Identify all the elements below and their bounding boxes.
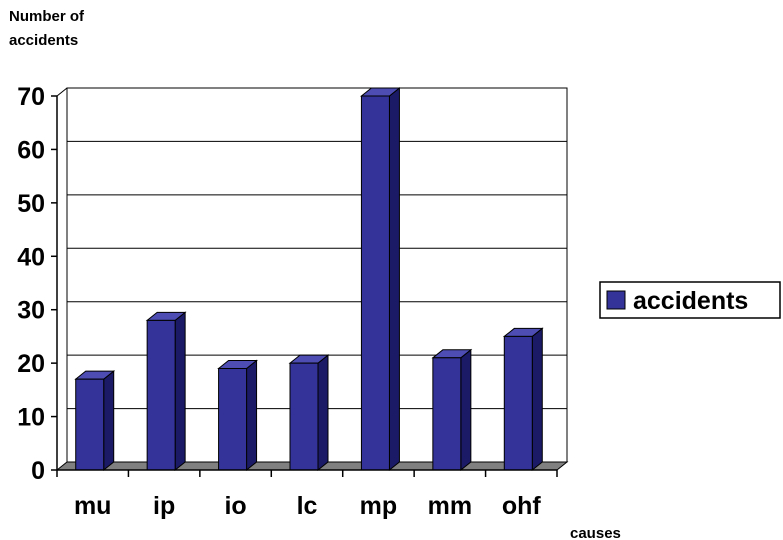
bar-lc bbox=[288, 354, 330, 472]
bar-mp bbox=[360, 86, 401, 472]
y-tick-label: 0 bbox=[31, 457, 45, 485]
y-tick-labels: 0 10 20 30 40 50 60 70 bbox=[17, 83, 45, 485]
bar-side bbox=[460, 348, 472, 472]
y-tick-label: 60 bbox=[17, 136, 45, 164]
bar-side bbox=[246, 359, 258, 472]
bar-front bbox=[289, 362, 319, 471]
bar-side bbox=[531, 327, 543, 472]
legend: accidents bbox=[599, 281, 781, 319]
y-tick-label: 50 bbox=[17, 190, 45, 218]
legend-label: accidents bbox=[633, 287, 748, 315]
y-axis-top-edge bbox=[56, 87, 68, 97]
bar-front bbox=[503, 335, 533, 471]
x-tick-label: io bbox=[224, 492, 246, 520]
bar-front bbox=[360, 95, 390, 471]
x-axis-title: causes bbox=[570, 525, 621, 540]
y-tick-label: 30 bbox=[17, 297, 45, 325]
bar-front bbox=[218, 367, 248, 471]
bar-ohf bbox=[502, 327, 544, 472]
y-tick-label: 20 bbox=[17, 350, 45, 378]
y-axis-title: Number of accidents bbox=[9, 8, 85, 49]
bars bbox=[74, 86, 544, 472]
x-tick-label: lc bbox=[297, 492, 318, 520]
y-axis-title-line-2: accidents bbox=[9, 32, 78, 49]
x-tick-label: mu bbox=[74, 492, 112, 520]
y-tick-label: 40 bbox=[17, 243, 45, 271]
y-axis-title-line-1: Number of bbox=[9, 8, 85, 25]
legend-box bbox=[599, 281, 781, 319]
bar-side bbox=[388, 86, 400, 472]
x-tick-label: ohf bbox=[502, 492, 542, 520]
y-tick-label: 10 bbox=[17, 404, 45, 432]
bar-mm bbox=[431, 348, 473, 472]
bar-front bbox=[146, 319, 176, 471]
bar-front bbox=[432, 357, 462, 471]
bar-side bbox=[317, 354, 329, 472]
bar-side bbox=[103, 370, 115, 472]
x-tick-label: mp bbox=[360, 492, 398, 520]
bar-front bbox=[75, 378, 105, 471]
bar-ip bbox=[145, 311, 187, 472]
bar-side bbox=[174, 311, 186, 472]
y-tick-label: 70 bbox=[17, 83, 45, 111]
bar-io bbox=[217, 359, 258, 472]
axes bbox=[51, 87, 558, 477]
legend-swatch bbox=[606, 290, 626, 310]
x-tick-labels: mu ip io lc mp mm ohf bbox=[74, 492, 541, 520]
bar-mu bbox=[74, 370, 116, 472]
x-tick-label: mm bbox=[428, 492, 472, 520]
x-tick-label: ip bbox=[153, 492, 175, 520]
